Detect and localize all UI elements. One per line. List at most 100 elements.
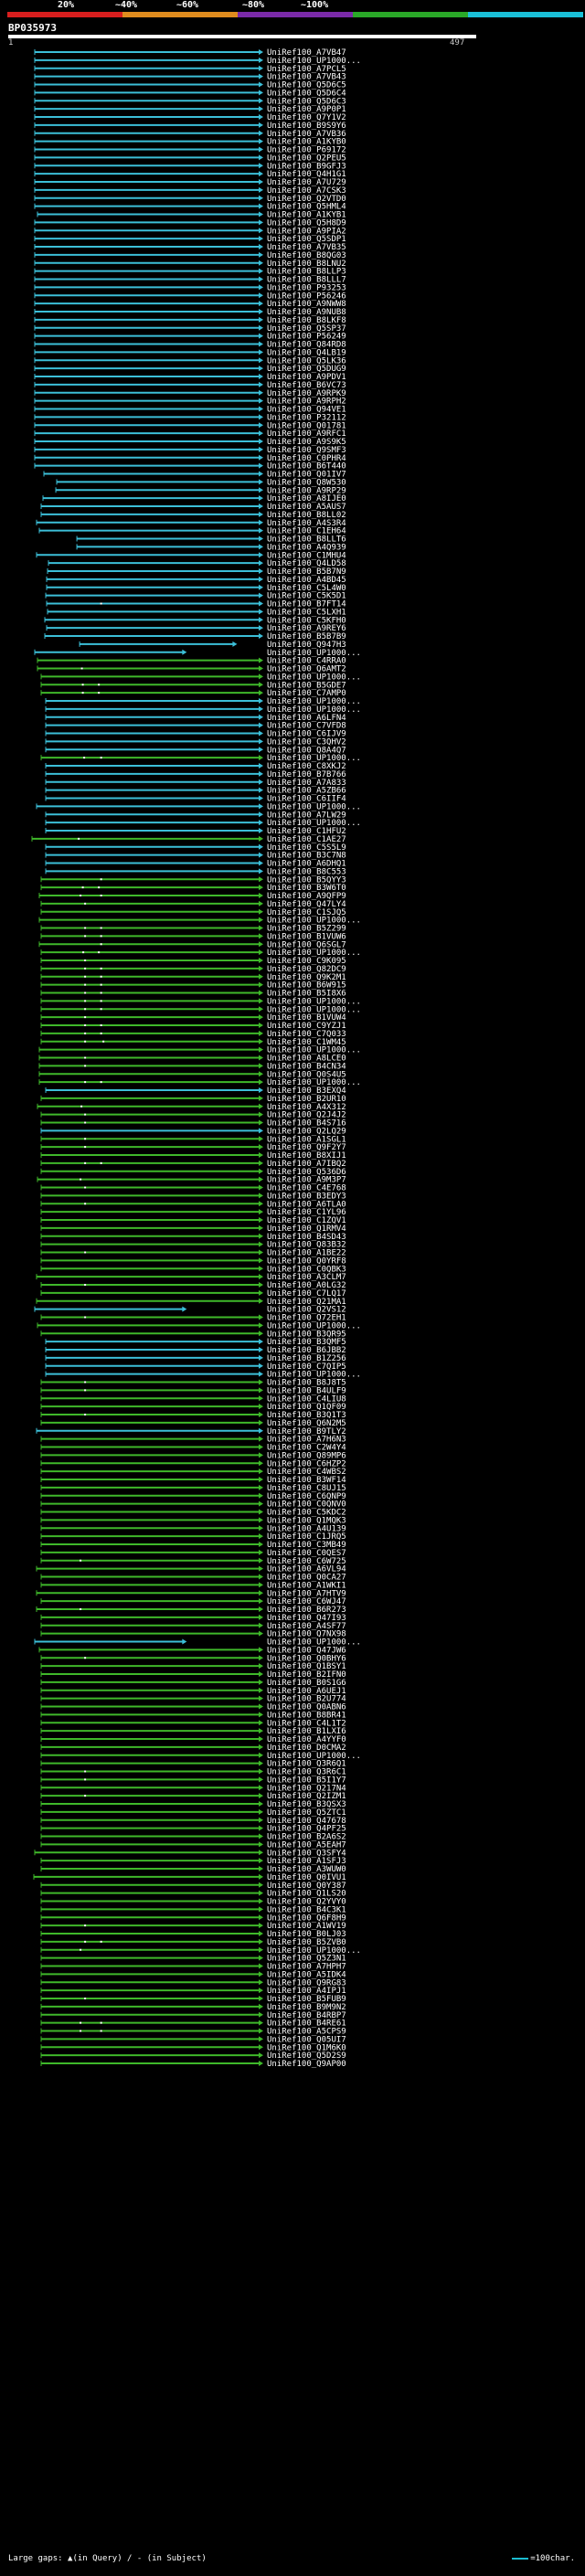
hit-label[interactable]: UniRef100_B5ZVB0 — [267, 1938, 346, 1947]
hit-label[interactable]: UniRef100_B1LXI6 — [267, 1727, 346, 1736]
hit-label[interactable]: UniRef100_Q9SMF3 — [267, 446, 346, 455]
hit-label[interactable]: UniRef100_B6R273 — [267, 1606, 346, 1615]
hit-label[interactable]: UniRef100_Q5D6C5 — [267, 81, 346, 90]
hit-label[interactable]: UniRef100_A7VB43 — [267, 73, 346, 82]
hit-label[interactable]: UniRef100_A8LCE0 — [267, 1055, 346, 1064]
hit-label[interactable]: UniRef100_Q1BSY1 — [267, 1662, 346, 1671]
hit-label[interactable]: UniRef100_B3WF14 — [267, 1476, 346, 1485]
hit-label[interactable]: UniRef100_B5I8X6 — [267, 990, 346, 999]
hit-label[interactable]: UniRef100_C7LQ17 — [267, 1289, 346, 1299]
hit-label[interactable]: UniRef100_Q1QF09 — [267, 1403, 346, 1412]
hit-label[interactable]: UniRef100_B4C3K1 — [267, 1905, 346, 1914]
hit-label[interactable]: UniRef100_UP1000... — [267, 1638, 361, 1648]
hit-label[interactable]: UniRef100_Q217N4 — [267, 1784, 346, 1793]
hit-label[interactable]: UniRef100_C6IJV9 — [267, 730, 346, 739]
hit-label[interactable]: UniRef100_A1SFJ3 — [267, 1857, 346, 1866]
hit-label[interactable]: UniRef100_B5FUB9 — [267, 1995, 346, 2004]
hit-label[interactable]: UniRef100_A9REY6 — [267, 624, 346, 633]
hit-label[interactable]: UniRef100_B6VC73 — [267, 381, 346, 390]
hit-label[interactable]: UniRef100_Q6N2M5 — [267, 1419, 346, 1428]
hit-label[interactable]: UniRef100_A3WUW0 — [267, 1865, 346, 1874]
hit-label[interactable]: UniRef100_A7U729 — [267, 178, 346, 187]
hit-label[interactable]: UniRef100_B0LJ03 — [267, 1930, 346, 1939]
hit-label[interactable]: UniRef100_Q9AP00 — [267, 2060, 346, 2069]
hit-label[interactable]: UniRef100_B5I1Y7 — [267, 1776, 346, 1785]
hit-label[interactable]: UniRef100_Q2VTD0 — [267, 195, 346, 204]
hit-label[interactable]: UniRef100_Q05UI7 — [267, 2035, 346, 2044]
hit-label[interactable]: UniRef100_Q2YVY0 — [267, 1898, 346, 1907]
hit-label[interactable]: UniRef100_UP1000... — [267, 1321, 361, 1330]
hit-label[interactable]: UniRef100_A5IDK4 — [267, 1970, 346, 1979]
hit-label[interactable]: UniRef100_B8LLP3 — [267, 268, 346, 277]
hit-label[interactable]: UniRef100_Q4PF25 — [267, 1825, 346, 1834]
hit-label[interactable]: UniRef100_A9PIA2 — [267, 227, 346, 236]
hit-label[interactable]: UniRef100_B4CN34 — [267, 1062, 346, 1071]
hit-label[interactable]: UniRef100_B1VUW6 — [267, 932, 346, 941]
hit-label[interactable]: UniRef100_A9M3P7 — [267, 1176, 346, 1185]
hit-label[interactable]: UniRef100_Q2IZM1 — [267, 1792, 346, 1801]
hit-label[interactable]: UniRef100_A1KYB0 — [267, 138, 346, 147]
hit-label[interactable]: UniRef100_UP1000... — [267, 949, 361, 958]
hit-label[interactable]: UniRef100_B8QG03 — [267, 251, 346, 260]
hit-label[interactable]: UniRef100_A0LG32 — [267, 1281, 346, 1290]
hit-label[interactable]: UniRef100_Q84RD8 — [267, 341, 346, 350]
hit-label[interactable]: UniRef100_C7AMP0 — [267, 689, 346, 698]
hit-label[interactable]: UniRef100_C1YL96 — [267, 1208, 346, 1217]
hit-label[interactable]: UniRef100_C1SJQ5 — [267, 908, 346, 917]
hit-label[interactable]: UniRef100_B9TLY2 — [267, 1427, 346, 1436]
hit-label[interactable]: UniRef100_C4E768 — [267, 1184, 346, 1193]
hit-label[interactable]: UniRef100_UP1000... — [267, 1005, 361, 1014]
hit-label[interactable]: UniRef100_C1AE27 — [267, 835, 346, 844]
hit-label[interactable]: UniRef100_C6IIF4 — [267, 795, 346, 804]
hit-label[interactable]: UniRef100_C6QNP9 — [267, 1492, 346, 1501]
hit-label[interactable]: UniRef100_A7VB47 — [267, 48, 346, 58]
hit-label[interactable]: UniRef100_B4SD43 — [267, 1233, 346, 1242]
hit-label[interactable]: UniRef100_C5S5L9 — [267, 843, 346, 853]
hit-label[interactable]: UniRef100_Q536D6 — [267, 1168, 346, 1177]
hit-label[interactable]: UniRef100_A5AUS7 — [267, 503, 346, 512]
hit-label[interactable]: UniRef100_Q47I93 — [267, 1614, 346, 1623]
hit-label[interactable]: UniRef100_Q2PEU5 — [267, 154, 346, 163]
hit-label[interactable]: UniRef100_C6W725 — [267, 1557, 346, 1566]
hit-label[interactable]: UniRef100_Q2LQ29 — [267, 1127, 346, 1136]
hit-label[interactable]: UniRef100_B5B7B9 — [267, 632, 346, 641]
hit-label[interactable]: UniRef100_C5KDC2 — [267, 1509, 346, 1518]
hit-label[interactable]: UniRef100_P69172 — [267, 146, 346, 155]
hit-label[interactable]: UniRef100_B6T440 — [267, 462, 346, 472]
hit-label[interactable]: UniRef100_Q0ABN6 — [267, 1703, 346, 1712]
hit-label[interactable]: UniRef100_Q5Z3N1 — [267, 1955, 346, 1964]
hit-label[interactable]: UniRef100_C0QNV0 — [267, 1500, 346, 1510]
hit-label[interactable]: UniRef100_A1BE22 — [267, 1249, 346, 1258]
hit-label[interactable]: UniRef100_A4SF77 — [267, 1622, 346, 1631]
hit-label[interactable]: UniRef100_Q4LD58 — [267, 559, 346, 568]
hit-label[interactable]: UniRef100_Q8W530 — [267, 478, 346, 487]
hit-label[interactable]: UniRef100_Q3R6C1 — [267, 1768, 346, 1777]
hit-label[interactable]: UniRef100_UP1000... — [267, 1371, 361, 1380]
hit-label[interactable]: UniRef100_Q94VE1 — [267, 406, 346, 415]
hit-label[interactable]: UniRef100_B4RE61 — [267, 2019, 346, 2029]
hit-label[interactable]: UniRef100_Q47LY4 — [267, 900, 346, 909]
hit-label[interactable]: UniRef100_B1VUW4 — [267, 1013, 346, 1023]
hit-label[interactable]: UniRef100_B1Z256 — [267, 1354, 346, 1363]
hit-label[interactable]: UniRef100_A3CLM7 — [267, 1273, 346, 1282]
hit-label[interactable]: UniRef100_B8LKF8 — [267, 316, 346, 325]
hit-label[interactable]: UniRef100_B8XIJ1 — [267, 1151, 346, 1161]
hit-label[interactable]: UniRef100_A7IBQ2 — [267, 1160, 346, 1169]
hit-label[interactable]: UniRef100_Q47JW6 — [267, 1646, 346, 1655]
hit-label[interactable]: UniRef100_Q0Y387 — [267, 1882, 346, 1891]
hit-label[interactable]: UniRef100_B5QYY3 — [267, 875, 346, 885]
hit-label[interactable]: UniRef100_C0QES7 — [267, 1549, 346, 1558]
hit-label[interactable]: UniRef100_C5K5D1 — [267, 592, 346, 601]
hit-label[interactable]: UniRef100_B3QMF5 — [267, 1338, 346, 1347]
hit-label[interactable]: UniRef100_Q82DC9 — [267, 965, 346, 974]
hit-label[interactable]: UniRef100_B2U774 — [267, 1695, 346, 1704]
hit-label[interactable]: UniRef100_UP1000... — [267, 649, 361, 658]
hit-label[interactable]: UniRef100_Q9K2M1 — [267, 973, 346, 982]
hit-label[interactable]: UniRef100_B8LNU2 — [267, 260, 346, 269]
hit-label[interactable]: UniRef100_B8C553 — [267, 867, 346, 876]
hit-label[interactable]: UniRef100_A6VL94 — [267, 1565, 346, 1574]
hit-label[interactable]: UniRef100_C8UJ15 — [267, 1484, 346, 1493]
hit-label[interactable]: UniRef100_B3QR95 — [267, 1330, 346, 1339]
hit-label[interactable]: UniRef100_A7HPH7 — [267, 1963, 346, 1972]
hit-label[interactable]: UniRef100_B4RBP7 — [267, 2011, 346, 2020]
